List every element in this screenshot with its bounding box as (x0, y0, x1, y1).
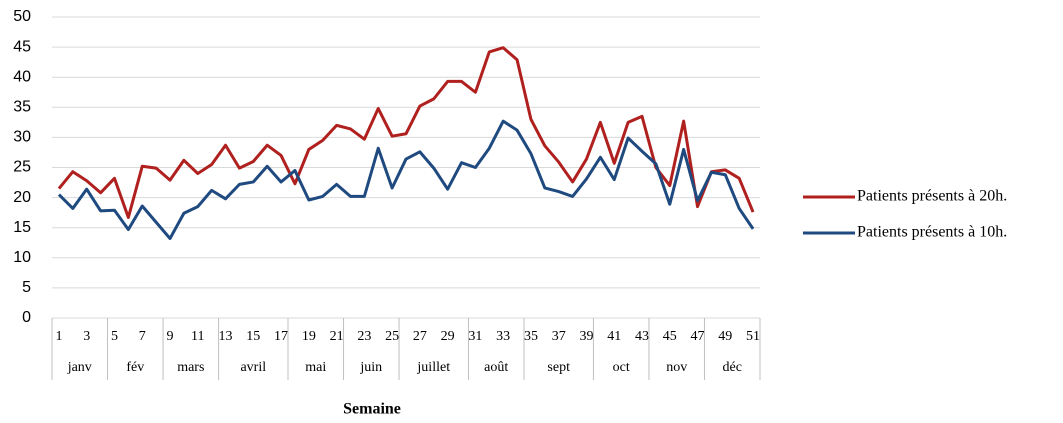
group-label: déc (723, 360, 742, 375)
y-tick-label: 35 (13, 99, 31, 116)
group-label: oct (613, 360, 630, 375)
group-label: juillet (416, 360, 450, 375)
group-label: avril (240, 360, 266, 375)
y-tick-label: 40 (13, 68, 31, 85)
y-tick-label: 0 (22, 309, 31, 326)
x-tick-label: 11 (191, 329, 204, 344)
x-tick-label: 3 (83, 329, 90, 344)
legend-label: Patients présents à 10h. (857, 224, 1007, 241)
series-line (57, 46, 755, 219)
x-tick-label: 45 (663, 329, 677, 344)
series-line (57, 119, 755, 241)
x-tick-label: 1 (55, 329, 62, 344)
y-tick-label: 10 (13, 249, 31, 266)
group-label: juin (359, 360, 382, 375)
x-tick-label: 19 (302, 329, 316, 344)
y-tick-label: 15 (13, 219, 31, 236)
x-tick-label: 5 (111, 329, 118, 344)
y-tick-label: 45 (13, 38, 31, 55)
x-tick-label: 31 (468, 329, 482, 344)
y-tick-label: 25 (13, 159, 31, 176)
x-tick-label: 35 (524, 329, 538, 344)
group-label: mai (305, 360, 326, 375)
x-tick-label: 13 (219, 329, 233, 344)
x-tick-label: 51 (746, 329, 760, 344)
x-tick-label: 33 (496, 329, 510, 344)
x-tick-label: 21 (330, 329, 344, 344)
x-tick-label: 17 (274, 329, 288, 344)
x-tick-label: 15 (246, 329, 260, 344)
y-tick-label: 20 (13, 189, 31, 206)
y-tick-label: 5 (22, 279, 31, 296)
legend-label: Patients présents à 20h. (857, 188, 1007, 205)
group-label: nov (666, 360, 687, 375)
y-tick-label: 30 (13, 129, 31, 146)
group-label: août (484, 360, 508, 375)
x-tick-label: 7 (139, 329, 146, 344)
x-tick-label: 39 (579, 329, 593, 344)
group-label: mars (177, 360, 204, 375)
group-label: fév (126, 360, 144, 375)
y-tick-label: 50 (13, 8, 31, 25)
x-axis-title: Semaine (343, 401, 401, 418)
x-tick-label: 23 (357, 329, 371, 344)
x-tick-label: 49 (718, 329, 732, 344)
x-tick-label: 29 (441, 329, 455, 344)
group-label: sept (547, 360, 570, 375)
x-tick-label: 47 (691, 329, 705, 344)
x-tick-label: 25 (385, 329, 399, 344)
x-tick-label: 41 (607, 329, 621, 344)
x-tick-label: 9 (167, 329, 174, 344)
x-tick-label: 27 (413, 329, 427, 344)
x-tick-label: 37 (552, 329, 566, 344)
group-label: janv (67, 360, 92, 375)
x-tick-label: 43 (635, 329, 649, 344)
